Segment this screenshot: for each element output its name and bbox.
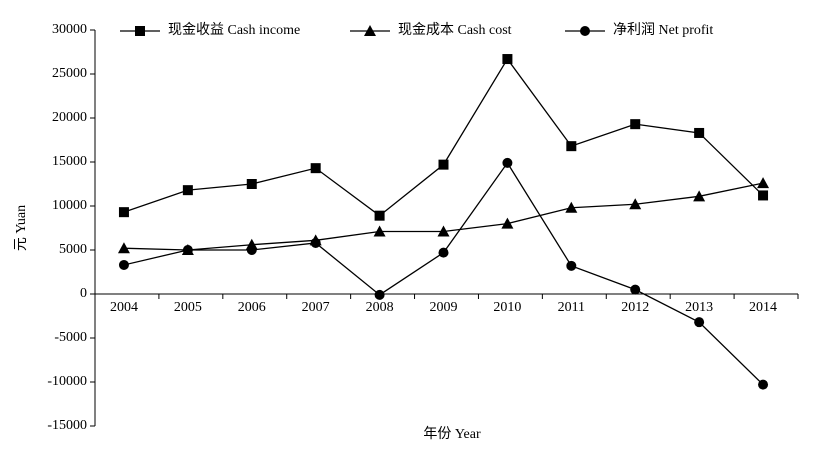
marker — [182, 185, 193, 196]
series-line — [123, 57, 764, 217]
marker — [565, 201, 578, 213]
x-tick-label: 2007 — [302, 300, 330, 315]
marker — [502, 54, 513, 65]
x-tick-label: 2005 — [174, 300, 202, 315]
x-tick-label: 2011 — [558, 300, 585, 315]
marker — [118, 207, 129, 218]
y-tick-label: 0 — [80, 286, 87, 301]
y-tick-label: 20000 — [52, 110, 87, 125]
marker — [580, 26, 590, 36]
marker — [566, 260, 577, 271]
legend-label: 现金收益 Cash income — [168, 22, 300, 38]
marker — [246, 245, 257, 255]
legend-label: 现金成本 Cash cost — [398, 22, 512, 38]
series-line — [123, 161, 764, 386]
marker — [630, 284, 641, 295]
x-axis-label: 年份 Year — [423, 426, 481, 442]
marker — [364, 25, 376, 36]
marker — [310, 163, 321, 174]
marker — [630, 119, 641, 130]
y-tick-label: 30000 — [52, 22, 87, 37]
y-axis-label: 元 Yuan — [14, 205, 29, 251]
x-tick-label: 2010 — [493, 300, 521, 315]
marker — [693, 190, 706, 202]
x-tick-label: 2008 — [366, 300, 394, 315]
legend-label: 净利润 Net profit — [613, 22, 713, 38]
y-tick-label: 10000 — [52, 198, 87, 213]
x-tick-label: 2013 — [685, 300, 713, 315]
y-tick-label: -5000 — [54, 330, 87, 345]
x-tick-label: 2004 — [110, 300, 138, 315]
y-tick-label: 15000 — [52, 154, 87, 169]
x-tick-label: 2009 — [430, 300, 458, 315]
marker — [438, 159, 449, 170]
marker — [501, 217, 514, 229]
marker — [566, 141, 577, 152]
marker — [373, 225, 386, 237]
marker — [374, 289, 385, 300]
y-tick-label: 5000 — [59, 242, 87, 257]
marker — [758, 379, 769, 390]
marker — [135, 26, 145, 36]
y-tick-label: 25000 — [52, 66, 87, 81]
marker — [437, 225, 450, 237]
x-tick-label: 2014 — [749, 300, 777, 315]
marker — [629, 198, 642, 210]
marker — [374, 210, 385, 221]
marker — [246, 179, 257, 189]
marker — [438, 247, 449, 258]
y-tick-label: -10000 — [47, 374, 87, 389]
marker — [502, 157, 513, 168]
series-line — [123, 182, 764, 251]
x-tick-label: 2006 — [238, 300, 266, 315]
marker — [694, 317, 705, 328]
marker — [182, 245, 193, 255]
marker — [758, 190, 769, 201]
marker — [310, 237, 321, 248]
marker — [757, 177, 770, 189]
y-tick-label: -15000 — [47, 418, 87, 433]
marker — [694, 127, 705, 138]
marker — [118, 259, 129, 270]
marker — [117, 242, 130, 254]
x-tick-label: 2012 — [621, 300, 649, 315]
